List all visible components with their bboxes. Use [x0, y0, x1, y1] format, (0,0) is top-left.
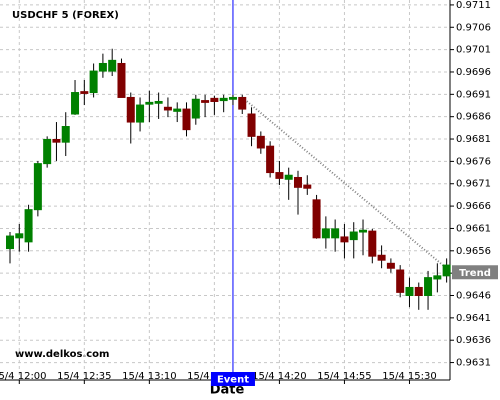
- candle-body: [312, 199, 321, 239]
- y-tick-label: 0.9696: [456, 67, 491, 78]
- candle-body: [173, 108, 182, 112]
- candle-body: [154, 100, 163, 104]
- candle-body: [424, 277, 433, 297]
- candle-body: [331, 228, 340, 239]
- candle-body: [136, 104, 145, 123]
- candle-body: [6, 235, 14, 250]
- candle-body: [377, 254, 386, 261]
- candle-body: [414, 286, 423, 297]
- y-tick-label: 0.9646: [456, 291, 491, 302]
- candle-body: [238, 96, 247, 110]
- candle-body: [386, 262, 395, 269]
- y-tick-label: 0.9691: [456, 89, 491, 100]
- y-tick-label: 0.9706: [456, 22, 491, 33]
- candle-body: [284, 174, 293, 180]
- x-tick-label: 15/4 14:55: [317, 371, 371, 382]
- x-tick-label: 15/4 12:00: [0, 371, 47, 382]
- candle-body: [145, 101, 154, 105]
- y-tick-label: 0.9676: [456, 156, 491, 167]
- watermark: www.delkos.com: [15, 349, 109, 360]
- chart-title: USDCHF 5 (FOREX): [12, 10, 119, 21]
- candle-body: [266, 145, 275, 174]
- candle-body: [52, 138, 61, 143]
- candle-body: [33, 163, 42, 211]
- candle-body: [61, 126, 70, 143]
- candle-body: [108, 59, 117, 72]
- candle-body: [126, 96, 135, 123]
- candle-body: [303, 184, 312, 189]
- event-label: Event: [217, 375, 249, 386]
- candle-body: [275, 172, 284, 179]
- x-tick-label: 15/4 14:20: [252, 371, 306, 382]
- x-tick-label: 15/4 13:10: [122, 371, 176, 382]
- candle-body: [349, 231, 358, 241]
- y-tick-label: 0.9681: [456, 134, 491, 145]
- trend-label-box: [452, 265, 498, 280]
- y-tick-label: 0.9631: [456, 358, 491, 369]
- candle-body: [359, 229, 368, 233]
- candle-body: [24, 209, 33, 243]
- x-tick-label: 15/4 15:30: [382, 371, 436, 382]
- candle-body: [293, 176, 302, 188]
- candle-body: [89, 70, 98, 94]
- x-tick-label: 15/4 12:35: [57, 371, 111, 382]
- y-tick-label: 0.9701: [456, 45, 491, 56]
- candle-body: [117, 62, 126, 98]
- candle-body: [442, 264, 451, 277]
- candle-body: [191, 98, 200, 119]
- candle-body: [43, 138, 52, 165]
- candle-body: [321, 228, 330, 239]
- y-tick-label: 0.9656: [456, 246, 491, 257]
- candle-body: [163, 106, 172, 111]
- candle-body: [80, 91, 89, 94]
- event-label-box: [210, 372, 255, 386]
- candle-body: [368, 230, 377, 257]
- candle-body: [15, 233, 24, 239]
- y-tick-label: 0.9671: [456, 179, 491, 190]
- candle-body: [98, 62, 107, 72]
- y-tick-label: 0.9636: [456, 335, 491, 346]
- candle-body: [71, 92, 80, 115]
- candle-body: [396, 269, 405, 293]
- candle-body: [405, 286, 414, 297]
- candle-body: [228, 96, 237, 100]
- candle-body: [201, 100, 210, 103]
- x-axis-label: Date: [210, 383, 245, 398]
- candle-body: [340, 236, 349, 243]
- y-tick-label: 0.9661: [456, 223, 491, 234]
- y-tick-label: 0.9641: [456, 313, 491, 324]
- y-tick-label: 0.9666: [456, 201, 491, 212]
- y-tick-label: 0.9711: [456, 0, 491, 11]
- candle-body: [219, 97, 228, 102]
- trend-line: [241, 96, 452, 274]
- trend-label: Trend: [459, 268, 491, 279]
- y-tick-label: 0.9686: [456, 112, 491, 123]
- candle-body: [210, 97, 219, 102]
- candle-body: [247, 113, 256, 137]
- candle-body: [256, 135, 265, 149]
- candle-body: [433, 275, 442, 280]
- candle-body: [182, 108, 191, 131]
